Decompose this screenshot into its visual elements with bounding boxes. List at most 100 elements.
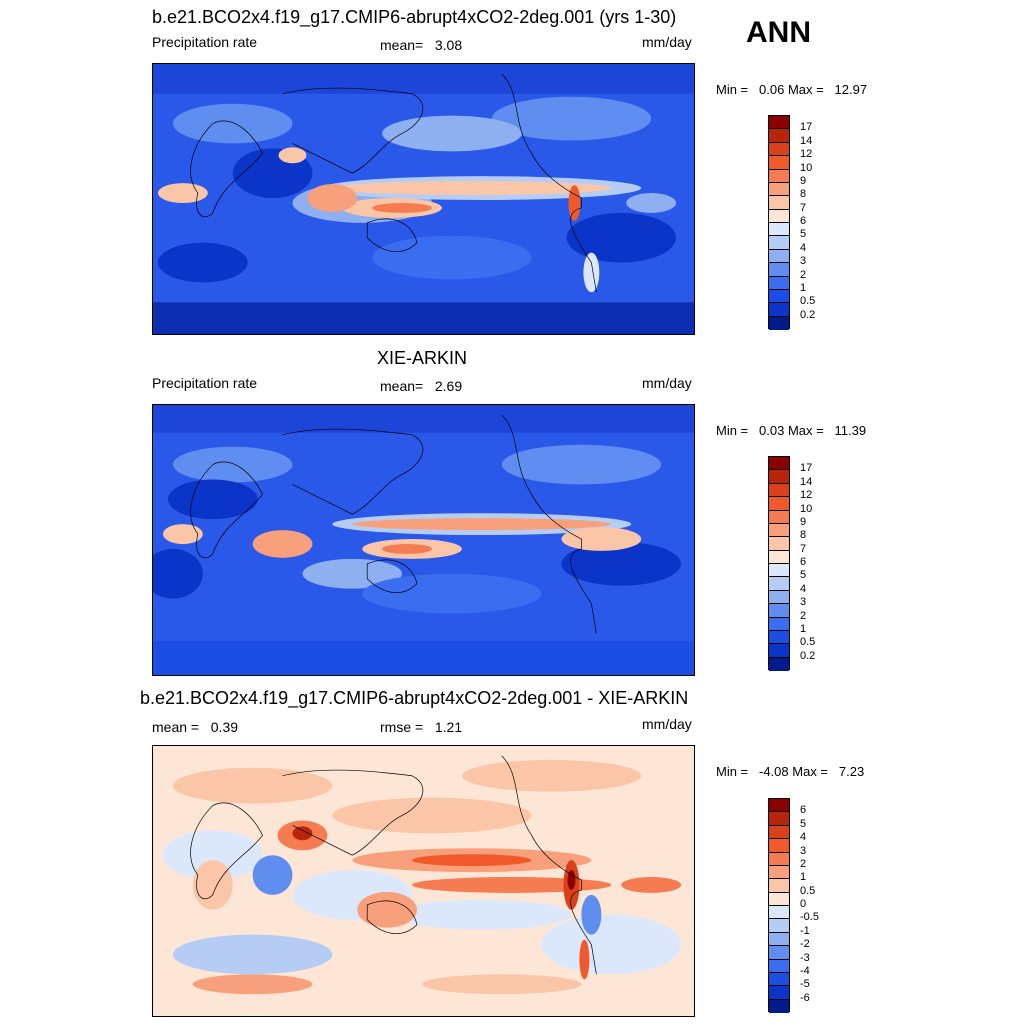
panel3-mean-value: 0.39: [210, 719, 239, 735]
panel3-colorbar-swatch: [769, 946, 789, 960]
panel2-mean: mean= 2.69: [380, 379, 462, 393]
panel1-colorbar-tick-label: 3: [800, 255, 807, 268]
panel2-colorbar-tick-label: 10: [800, 502, 813, 515]
panel3-colorbar-tick-label: 3: [800, 844, 807, 857]
panel1-mean: mean= 3.08: [380, 38, 462, 52]
panel3-title: b.e21.BCO2x4.f19_g17.CMIP6-abrupt4xCO2-2…: [140, 688, 689, 708]
panel3-difference-map: [152, 745, 695, 1017]
panel1-colorbar-tick-label: 4: [800, 241, 807, 254]
panel3-colorbar-tick-label: 2: [800, 857, 807, 870]
panel2-colorbar-tick-label: 2: [800, 609, 807, 622]
panel3-min-label: Min =: [716, 764, 749, 779]
panel3-colorbar-swatch: [769, 852, 789, 866]
panel2-colorbar-swatch: [769, 604, 789, 618]
panel1-variable-label: Precipitation rate: [152, 34, 258, 50]
panel1-colorbar-swatch: [769, 156, 789, 170]
panel1-minmax: Min = 0.06 Max = 12.97: [716, 83, 867, 96]
panel2-colorbar-swatch: [769, 510, 789, 524]
panel3-colorbar-tick-label: -2: [800, 938, 810, 951]
panel3-rmse: rmse = 1.21: [380, 720, 462, 734]
panel2-colorbar-swatch: [769, 523, 789, 538]
panel2-variable-label: Precipitation rate: [152, 375, 258, 391]
panel1-colorbar-tick-label: 6: [800, 215, 807, 227]
panel1-colorbar-tick-label: 2: [800, 268, 807, 281]
panel3-colorbar-tick-label: -6: [800, 991, 810, 1004]
panel2-colorbar-tick-label: 14: [800, 475, 813, 488]
panel3-rmse-label: rmse =: [380, 719, 424, 735]
panel2-colorbar-tick-label: 1: [800, 622, 807, 635]
panel3-max-label: Max =: [792, 764, 829, 779]
panel3-colorbar: [768, 798, 790, 1013]
panel3-colorbar-swatch: [769, 892, 789, 906]
panel1-colorbar-swatch: [769, 316, 789, 330]
panel3-colorbar-swatch: [769, 932, 789, 947]
panel3-colorbar-tick-label: -4: [800, 964, 810, 977]
panel3-colorbar-swatch: [769, 986, 789, 1000]
panel2-colorbar-tick-label: 5: [800, 569, 807, 582]
panel1-max-value: 12.97: [834, 82, 868, 97]
panel1-colorbar-tick-label: 0.2: [800, 308, 816, 321]
panel1-colorbar-swatch: [769, 196, 789, 210]
panel3-colorbar-swatch: [769, 839, 789, 853]
panel1-colorbar-tick-label: 9: [800, 174, 807, 187]
panel3-max-value: 7.23: [838, 764, 865, 779]
panel2-title: XIE-ARKIN: [377, 348, 468, 368]
panel2-colorbar-tick-label: 0.2: [800, 649, 816, 662]
panel2-min-value: 0.03: [759, 423, 785, 438]
panel1-colorbar-tick-label: 5: [800, 228, 807, 241]
panel3-minmax: Min = -4.08 Max = 7.23: [716, 765, 864, 778]
panel3-min-value: -4.08: [759, 764, 789, 779]
panel3-colorbar-tick-label: 0: [800, 898, 807, 910]
panel3-colorbar-swatch: [769, 972, 789, 987]
panel3-colorbar-swatch: [769, 999, 789, 1013]
panel1-colorbar-tick-label: 8: [800, 188, 807, 201]
panel2-colorbar-tick-label: 3: [800, 596, 807, 609]
panel1-max-label: Max =: [787, 82, 824, 97]
panel3-colorbar-swatch: [769, 906, 789, 920]
panel1-precip-map: [152, 63, 695, 335]
panel1-colorbar-tick-label: 1: [800, 281, 807, 294]
panel3-mean-label: mean =: [152, 719, 200, 735]
panel2-colorbar: [768, 456, 790, 671]
panel3-colorbar-tick-label: -1: [800, 924, 810, 937]
panel3-colorbar-tick-label: 5: [800, 817, 807, 830]
panel1-colorbar-swatch: [769, 249, 789, 264]
panel3-colorbar-swatch: [769, 799, 789, 813]
panel2-max-label: Max =: [787, 423, 824, 438]
panel1-colorbar-tick-label: 10: [800, 161, 813, 174]
panel3-colorbar-tick-label: 4: [800, 831, 807, 844]
panel2-colorbar-swatch: [769, 577, 789, 591]
panel2-units: mm/day: [642, 375, 692, 391]
panel1-colorbar-swatch: [769, 263, 789, 277]
panel2-colorbar-tick-label: 0.5: [800, 636, 816, 649]
panel1-colorbar: [768, 115, 790, 330]
panel2-colorbar-tick-label: 8: [800, 529, 807, 542]
panel3-colorbar-tick-label: 6: [800, 804, 807, 817]
panel3-colorbar-swatch: [769, 879, 789, 893]
panel1-colorbar-tick-label: 7: [800, 201, 807, 214]
panel3-colorbar-tick-label: -0.5: [800, 911, 819, 924]
panel1-colorbar-swatch: [769, 236, 789, 250]
panel1-colorbar-swatch: [769, 289, 789, 304]
panel1-colorbar-swatch: [769, 182, 789, 197]
panel3-colorbar-swatch: [769, 919, 789, 933]
panel1-colorbar-tick-label: 12: [800, 148, 813, 161]
panel2-colorbar-swatch: [769, 497, 789, 511]
panel3-colorbar-swatch: [769, 865, 789, 880]
panel1-colorbar-swatch: [769, 276, 789, 290]
panel2-min-label: Min =: [716, 423, 749, 438]
panel2-colorbar-tick-label: 9: [800, 515, 807, 528]
panel3-mean: mean = 0.39: [152, 720, 238, 734]
panel2-colorbar-tick-label: 17: [800, 462, 813, 475]
panel2-colorbar-tick-label: 12: [800, 489, 813, 502]
panel3-colorbar-swatch: [769, 825, 789, 840]
panel1-mean-value: 3.08: [434, 37, 463, 53]
panel1-colorbar-swatch: [769, 223, 789, 237]
panel1-mean-label: mean=: [380, 37, 424, 53]
panel2-colorbar-swatch: [769, 590, 789, 605]
panel1-min-label: Min =: [716, 82, 749, 97]
panel1-colorbar-swatch: [769, 303, 789, 317]
panel2-colorbar-swatch: [769, 564, 789, 578]
panel2-colorbar-tick-label: 7: [800, 542, 807, 555]
panel2-minmax: Min = 0.03 Max = 11.39: [716, 424, 866, 437]
